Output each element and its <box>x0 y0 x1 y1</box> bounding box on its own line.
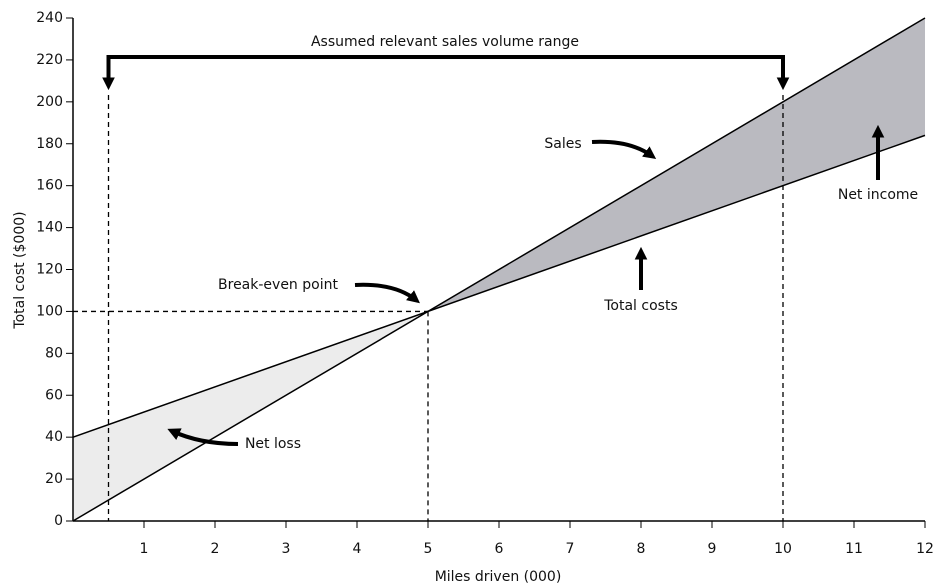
x-tick-label: 1 <box>140 541 149 557</box>
net-loss-arrow <box>167 428 239 446</box>
x-tick-label: 10 <box>774 541 792 557</box>
y-tick-label: 40 <box>45 429 63 445</box>
x-tick-label: 8 <box>637 541 646 557</box>
break-even-label: Break-even point <box>218 277 338 293</box>
y-tick-label: 0 <box>54 513 63 529</box>
net-loss-label: Net loss <box>245 436 301 452</box>
y-tick-label: 120 <box>36 262 63 278</box>
break-even-arrow <box>354 282 420 304</box>
range-label: Assumed relevant sales volume range <box>311 34 579 50</box>
x-tick-label: 12 <box>916 541 934 557</box>
y-tick-label: 180 <box>36 136 63 152</box>
x-tick-label: 4 <box>353 541 362 557</box>
x-tick-label: 3 <box>282 541 291 557</box>
total-costs-label: Total costs <box>603 298 678 314</box>
x-tick-label: 9 <box>708 541 717 557</box>
x-tick-label: 11 <box>845 541 863 557</box>
x-tick-label: 6 <box>495 541 504 557</box>
y-tick-label: 140 <box>36 220 63 236</box>
sales-label: Sales <box>544 136 581 152</box>
line-1 <box>72 134 926 438</box>
y-tick-label: 200 <box>36 94 63 110</box>
x-tick-label: 5 <box>424 541 433 557</box>
y-tick-label: 100 <box>36 303 63 319</box>
y-tick-label: 220 <box>36 52 63 68</box>
y-tick-label: 60 <box>45 387 63 403</box>
y-tick-label: 80 <box>45 345 63 361</box>
x-tick-label: 7 <box>566 541 575 557</box>
x-tick-label: 2 <box>211 541 220 557</box>
sales-arrow <box>591 139 657 160</box>
x-axis-label: Miles driven (000) <box>435 569 562 585</box>
net-income-label: Net income <box>838 187 918 203</box>
y-tick-label: 20 <box>45 471 63 487</box>
line-0 <box>72 17 926 522</box>
y-tick-label: 240 <box>36 10 63 26</box>
y-axis-label: Total cost ($000) <box>12 211 28 329</box>
y-tick-label: 160 <box>36 178 63 194</box>
